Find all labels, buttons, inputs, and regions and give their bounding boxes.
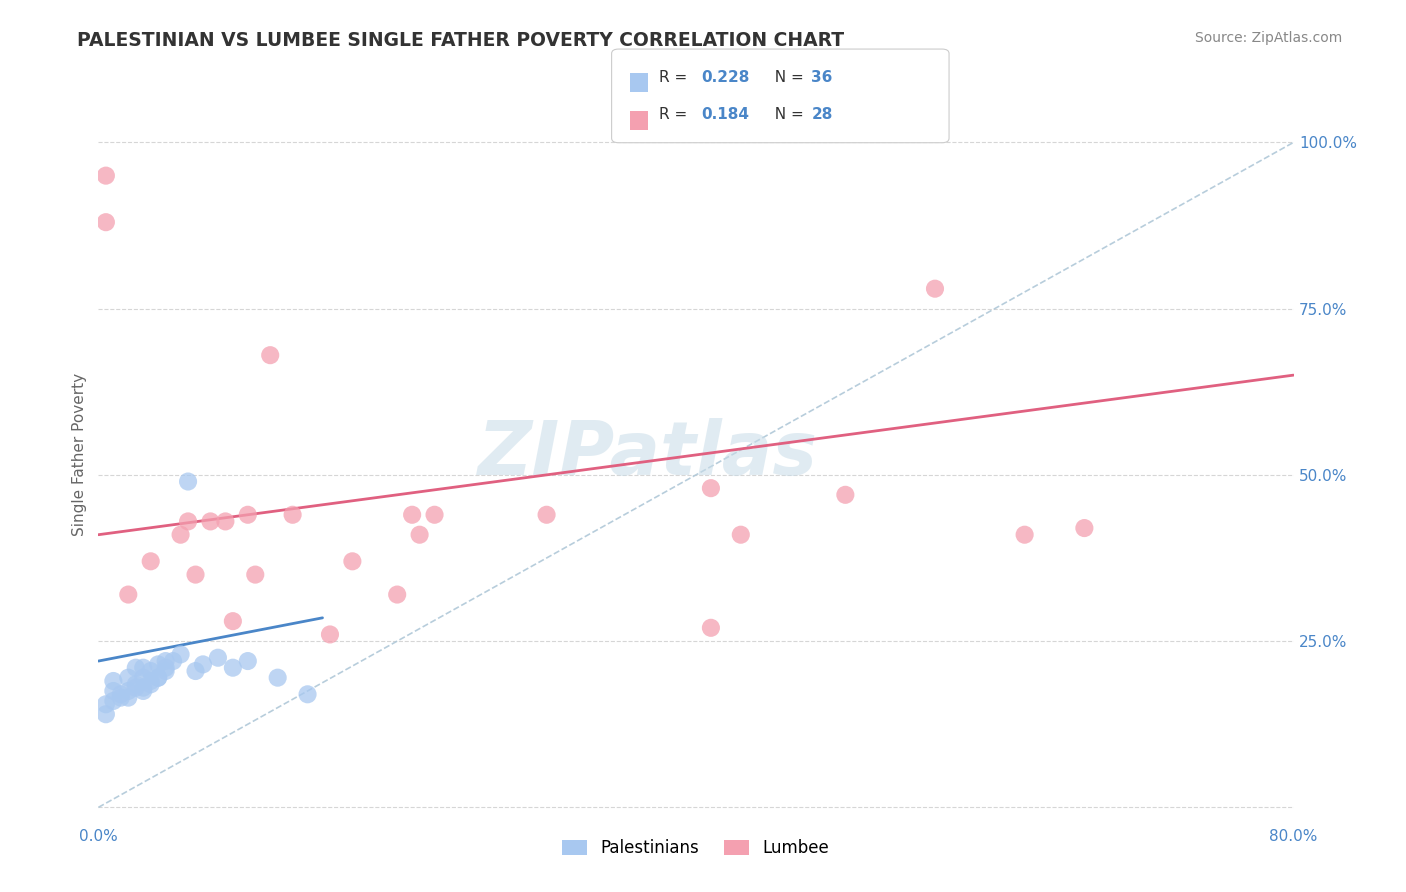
Text: Source: ZipAtlas.com: Source: ZipAtlas.com <box>1195 31 1343 45</box>
Point <box>94 215 117 229</box>
Point <box>125 661 148 675</box>
Point <box>132 671 155 685</box>
Point <box>125 677 148 691</box>
Point <box>214 515 236 529</box>
Point <box>177 475 200 489</box>
Point <box>177 515 200 529</box>
Point <box>148 671 170 685</box>
Point <box>169 648 191 662</box>
Point <box>342 554 364 568</box>
Text: R =: R = <box>659 70 693 85</box>
Point <box>155 664 177 678</box>
Legend: Palestinians, Lumbee: Palestinians, Lumbee <box>555 832 837 863</box>
Point <box>132 661 155 675</box>
Point <box>222 661 245 675</box>
Point <box>730 527 752 541</box>
Point <box>117 684 139 698</box>
Point <box>222 614 245 628</box>
Point <box>700 621 723 635</box>
Point <box>139 664 162 678</box>
Point <box>94 698 117 712</box>
Point <box>191 657 214 672</box>
Point <box>103 684 125 698</box>
Text: 28: 28 <box>811 107 832 122</box>
Point <box>319 627 342 641</box>
Point <box>132 681 155 695</box>
Point <box>117 588 139 602</box>
Point <box>236 654 259 668</box>
Point <box>139 677 162 691</box>
Point <box>155 661 177 675</box>
Point <box>103 673 125 688</box>
Point <box>132 684 155 698</box>
Text: R =: R = <box>659 107 693 122</box>
Point <box>162 654 184 668</box>
Text: 0.228: 0.228 <box>702 70 749 85</box>
Point <box>401 508 423 522</box>
Point <box>924 282 946 296</box>
Point <box>297 687 319 701</box>
Point <box>139 554 162 568</box>
Point <box>1073 521 1095 535</box>
Point <box>834 488 856 502</box>
Point <box>117 671 139 685</box>
Point <box>148 657 170 672</box>
Point <box>125 681 148 695</box>
Point <box>200 515 222 529</box>
Point <box>267 671 290 685</box>
Point <box>408 527 430 541</box>
Point <box>281 508 304 522</box>
Text: ZIPatlas: ZIPatlas <box>478 418 818 491</box>
Point <box>236 508 259 522</box>
Point <box>423 508 446 522</box>
Point <box>94 707 117 722</box>
Text: PALESTINIAN VS LUMBEE SINGLE FATHER POVERTY CORRELATION CHART: PALESTINIAN VS LUMBEE SINGLE FATHER POVE… <box>77 31 845 50</box>
Text: N =: N = <box>765 70 808 85</box>
Point <box>184 664 207 678</box>
Text: N =: N = <box>765 107 808 122</box>
Point <box>94 169 117 183</box>
Point <box>169 527 191 541</box>
Text: 36: 36 <box>811 70 832 85</box>
Point <box>117 690 139 705</box>
Point <box>700 481 723 495</box>
Point <box>259 348 281 362</box>
Point <box>103 694 125 708</box>
Point <box>536 508 558 522</box>
Point <box>207 650 229 665</box>
Point <box>184 567 207 582</box>
Point <box>155 654 177 668</box>
Point <box>385 588 409 602</box>
Text: 0.184: 0.184 <box>702 107 749 122</box>
Point <box>139 673 162 688</box>
Point <box>1014 527 1036 541</box>
Point <box>110 687 132 701</box>
Y-axis label: Single Father Poverty: Single Father Poverty <box>72 374 87 536</box>
Point <box>110 690 132 705</box>
Point <box>148 671 170 685</box>
Point <box>245 567 267 582</box>
